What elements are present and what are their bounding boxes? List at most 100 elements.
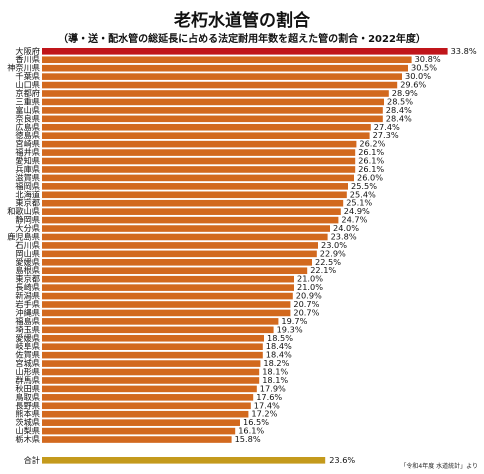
bar (42, 149, 356, 156)
category-label: 京都府 (15, 88, 40, 98)
bar (42, 368, 260, 376)
category-label: 奈良県 (15, 113, 40, 123)
bar (42, 208, 341, 215)
bar (42, 259, 312, 266)
bar (42, 318, 279, 325)
bar (42, 343, 263, 350)
value-label: 18.4% (266, 350, 292, 360)
category-label: 長野県 (15, 400, 40, 410)
value-label: 18.2% (263, 358, 289, 368)
bar (42, 301, 291, 308)
category-label: 新潟県 (15, 291, 40, 301)
value-label: 26.1% (358, 164, 384, 174)
bar (42, 242, 318, 249)
category-label: 岩手県 (15, 299, 40, 309)
value-label: 28.5% (387, 96, 413, 106)
category-label: 岡山県 (15, 248, 40, 258)
bar (42, 334, 264, 342)
value-label: 30.0% (405, 71, 431, 81)
bar (42, 107, 383, 114)
bar (42, 436, 232, 443)
value-label: 33.8% (451, 46, 477, 56)
bar (42, 267, 308, 275)
category-label: 岐阜県 (15, 341, 40, 351)
bar (42, 90, 389, 97)
bar (42, 309, 291, 317)
category-label: 愛知県 (15, 156, 40, 166)
category-label: 広島県 (15, 122, 40, 132)
bar (42, 115, 383, 123)
category-label: 千葉県 (15, 71, 40, 81)
bar (42, 351, 263, 359)
bar (42, 292, 293, 300)
bar (42, 250, 317, 258)
value-label: 30.5% (411, 63, 437, 73)
category-label: 福岡県 (15, 181, 40, 191)
value-label: 18.1% (262, 367, 288, 377)
category-label: 山梨県 (15, 426, 40, 436)
value-label: 18.5% (267, 333, 293, 343)
bar (42, 377, 260, 384)
category-label: 滋賀県 (15, 172, 40, 182)
value-label: 16.5% (243, 417, 269, 427)
category-label: 鳥取県 (15, 392, 40, 402)
category-label: 群馬県 (15, 375, 40, 385)
category-label: 兵庫県 (15, 164, 40, 174)
category-label: 東京都 (15, 198, 40, 208)
category-label: 埼玉県 (15, 324, 40, 334)
category-label: 熊本県 (15, 409, 40, 419)
category-label: 宮崎県 (15, 139, 40, 149)
category-label: 山形県 (15, 367, 40, 377)
bar (42, 166, 356, 173)
value-label: 18.1% (262, 375, 288, 385)
value-label: 24.0% (333, 223, 359, 233)
value-label: 30.8% (415, 54, 441, 64)
value-label: 29.6% (400, 80, 426, 90)
category-label: 東京都 (15, 274, 40, 284)
chart-subtitle: （導・送・配水管の総延長に占める法定耐用年数を超えた管の割合・2022年度） (58, 34, 426, 45)
value-label: 23.8% (331, 231, 357, 241)
source-note: 「令和4年度 水道統計」より (400, 463, 478, 470)
value-label: 27.3% (373, 130, 399, 140)
category-label: 秋田県 (15, 383, 40, 393)
bar (42, 360, 261, 367)
bar (42, 174, 354, 182)
category-label: 愛媛県 (15, 257, 40, 267)
category-label: 愛媛県 (15, 333, 40, 343)
value-label: 22.1% (310, 265, 336, 275)
value-label: 17.9% (260, 383, 286, 393)
value-label: 20.7% (293, 299, 319, 309)
category-label: 栃木県 (15, 434, 40, 444)
category-label: 佐賀県 (15, 350, 40, 360)
value-label: 20.7% (293, 307, 319, 317)
category-label: 長崎県 (15, 282, 40, 292)
bar (42, 199, 344, 207)
value-label: 28.4% (386, 113, 412, 123)
bar (42, 225, 330, 232)
category-label: 福島県 (15, 316, 40, 326)
bar (42, 98, 384, 106)
bar (42, 56, 412, 64)
value-label: 16.1% (238, 426, 264, 436)
value-label: 26.0% (357, 172, 383, 182)
category-label: 静岡県 (15, 215, 40, 225)
category-label: 大阪府 (15, 46, 40, 56)
category-label: 福井県 (15, 147, 40, 157)
chart-title: 老朽水道管の割合 (174, 11, 310, 31)
value-label: 25.1% (346, 198, 372, 208)
bar (42, 64, 408, 72)
category-label: 石川県 (15, 240, 40, 250)
value-label: 21.0% (297, 274, 323, 284)
category-label: 香川県 (15, 54, 40, 64)
value-label: 26.1% (358, 147, 384, 157)
bar (42, 132, 370, 139)
value-label: 22.9% (320, 248, 346, 258)
bar (42, 48, 448, 55)
category-label: 北海道 (15, 189, 40, 199)
bar (42, 216, 339, 224)
total-label: 合計 (24, 455, 40, 465)
total-value-label: 23.6% (329, 455, 355, 465)
bar (42, 410, 249, 418)
value-label: 22.5% (315, 257, 341, 267)
